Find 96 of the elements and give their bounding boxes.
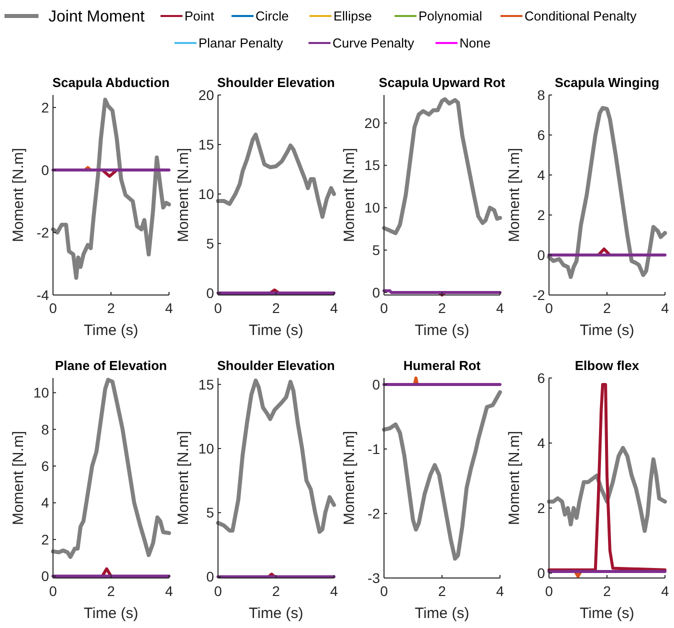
y-tick-label: 5 <box>206 235 214 252</box>
chart-title: Humeral Rot <box>403 358 482 373</box>
legend-label: Curve Penalty <box>332 36 415 51</box>
x-tick-label: 4 <box>165 300 174 316</box>
y-tick-label: -3 <box>368 570 380 586</box>
y-axis-title: Moment [N.m] <box>341 430 358 526</box>
line-series <box>547 106 667 279</box>
line-series <box>51 98 171 280</box>
x-axis-title: Time (s) <box>414 322 470 339</box>
chart-title: Scapula Upward Rot <box>378 75 506 90</box>
y-tick-label: 2 <box>41 99 50 116</box>
y-tick-label: 6 <box>41 458 50 474</box>
y-axis-title: Moment [N.m] <box>175 430 192 526</box>
x-axis-title: Time (s) <box>580 322 634 339</box>
y-tick-label: 20 <box>198 86 214 103</box>
y-tick-label: 10 <box>364 200 380 216</box>
y-tick-label: -1 <box>368 440 380 457</box>
x-tick-label: 2 <box>603 300 612 316</box>
chart-title: Plane of Elevation <box>55 358 168 373</box>
x-tick-label: 4 <box>165 583 174 599</box>
legend-label: Joint Moment <box>48 8 146 26</box>
y-axis-title: Moment [N.m] <box>506 148 523 242</box>
line-series <box>51 378 171 559</box>
y-tick-label: -4 <box>36 286 50 303</box>
y-tick-label: 5 <box>206 504 214 521</box>
y-tick-label: 6 <box>537 370 546 386</box>
line-series <box>382 390 502 561</box>
y-tick-label: 2 <box>41 531 50 548</box>
legend-label: Conditional Penalty <box>524 8 638 24</box>
y-axis-title: Moment [N.m] <box>10 148 27 242</box>
x-tick-label: 2 <box>107 583 116 599</box>
chart-title: Elbow flex <box>574 358 640 373</box>
x-tick-label: 2 <box>272 300 280 316</box>
y-tick-label: 0 <box>372 376 380 392</box>
y-axis-title: Moment [N.m] <box>506 430 523 526</box>
chart-title: Scapula Winging <box>554 75 660 90</box>
y-tick-label: 8 <box>41 421 50 438</box>
x-axis-title: Time (s) <box>414 605 470 622</box>
x-tick-label: 2 <box>603 583 612 599</box>
x-tick-label: 2 <box>438 300 446 316</box>
y-tick-label: 8 <box>537 86 546 103</box>
y-tick-label: 15 <box>198 136 214 152</box>
x-tick-label: 4 <box>496 583 504 599</box>
x-tick-label: 4 <box>496 300 504 316</box>
y-tick-label: 20 <box>364 114 380 131</box>
y-tick-label: 5 <box>372 242 380 258</box>
x-axis-title: Time (s) <box>248 322 304 339</box>
y-tick-label: 10 <box>198 186 214 202</box>
x-tick-label: 4 <box>661 583 670 599</box>
line-series <box>216 378 336 534</box>
y-tick-label: -2 <box>368 505 380 522</box>
x-axis-title: Time (s) <box>580 605 634 622</box>
x-axis-title: Time (s) <box>248 605 304 622</box>
y-tick-label: 2 <box>537 500 546 516</box>
y-tick-label: 4 <box>537 166 546 183</box>
y-tick-label: 0 <box>41 162 50 178</box>
x-axis-title: Time (s) <box>84 605 138 622</box>
x-tick-label: 2 <box>438 583 446 599</box>
y-tick-label: 15 <box>364 157 380 174</box>
y-tick-label: 6 <box>537 126 546 143</box>
y-tick-label: 0 <box>372 284 380 300</box>
line-series <box>548 383 666 572</box>
y-axis-title: Moment [N.m] <box>175 148 192 242</box>
y-axis-title: Moment [N.m] <box>341 148 358 242</box>
y-tick-label: -2 <box>36 224 50 240</box>
x-axis-title: Time (s) <box>84 322 138 339</box>
chart-title: Shoulder Elevation <box>217 75 335 90</box>
chart-title: Shoulder Elevation <box>217 358 335 373</box>
y-tick-label: 10 <box>33 384 50 401</box>
legend-label: Circle <box>256 8 289 24</box>
y-tick-label: 0 <box>206 284 214 301</box>
x-tick-label: 2 <box>272 583 280 599</box>
line-series <box>216 132 336 219</box>
x-tick-label: 2 <box>107 300 116 316</box>
legend-label: Ellipse <box>334 8 372 24</box>
y-tick-label: 4 <box>537 434 546 451</box>
y-tick-label: -2 <box>532 286 546 303</box>
x-tick-label: 4 <box>330 300 338 316</box>
y-tick-label: 0 <box>537 565 546 582</box>
y-tick-label: 4 <box>41 494 50 511</box>
line-series <box>382 97 502 236</box>
y-tick-label: 0 <box>41 568 50 584</box>
y-tick-label: 15 <box>198 376 214 392</box>
x-tick-label: 4 <box>661 300 670 316</box>
legend-label: Polynomial <box>418 8 482 24</box>
y-tick-label: 2 <box>537 206 546 223</box>
x-tick-label: 4 <box>330 583 338 599</box>
y-axis-title: Moment [N.m] <box>10 430 27 526</box>
y-tick-label: 10 <box>198 440 214 456</box>
legend-label: Planar Penalty <box>198 36 284 51</box>
legend-label: None <box>460 36 491 51</box>
legend-label: Point <box>184 8 215 24</box>
chart-title: Scapula Abduction <box>52 75 170 90</box>
y-tick-label: 0 <box>206 568 214 585</box>
line-series <box>547 446 667 533</box>
y-tick-label: 0 <box>537 246 546 263</box>
